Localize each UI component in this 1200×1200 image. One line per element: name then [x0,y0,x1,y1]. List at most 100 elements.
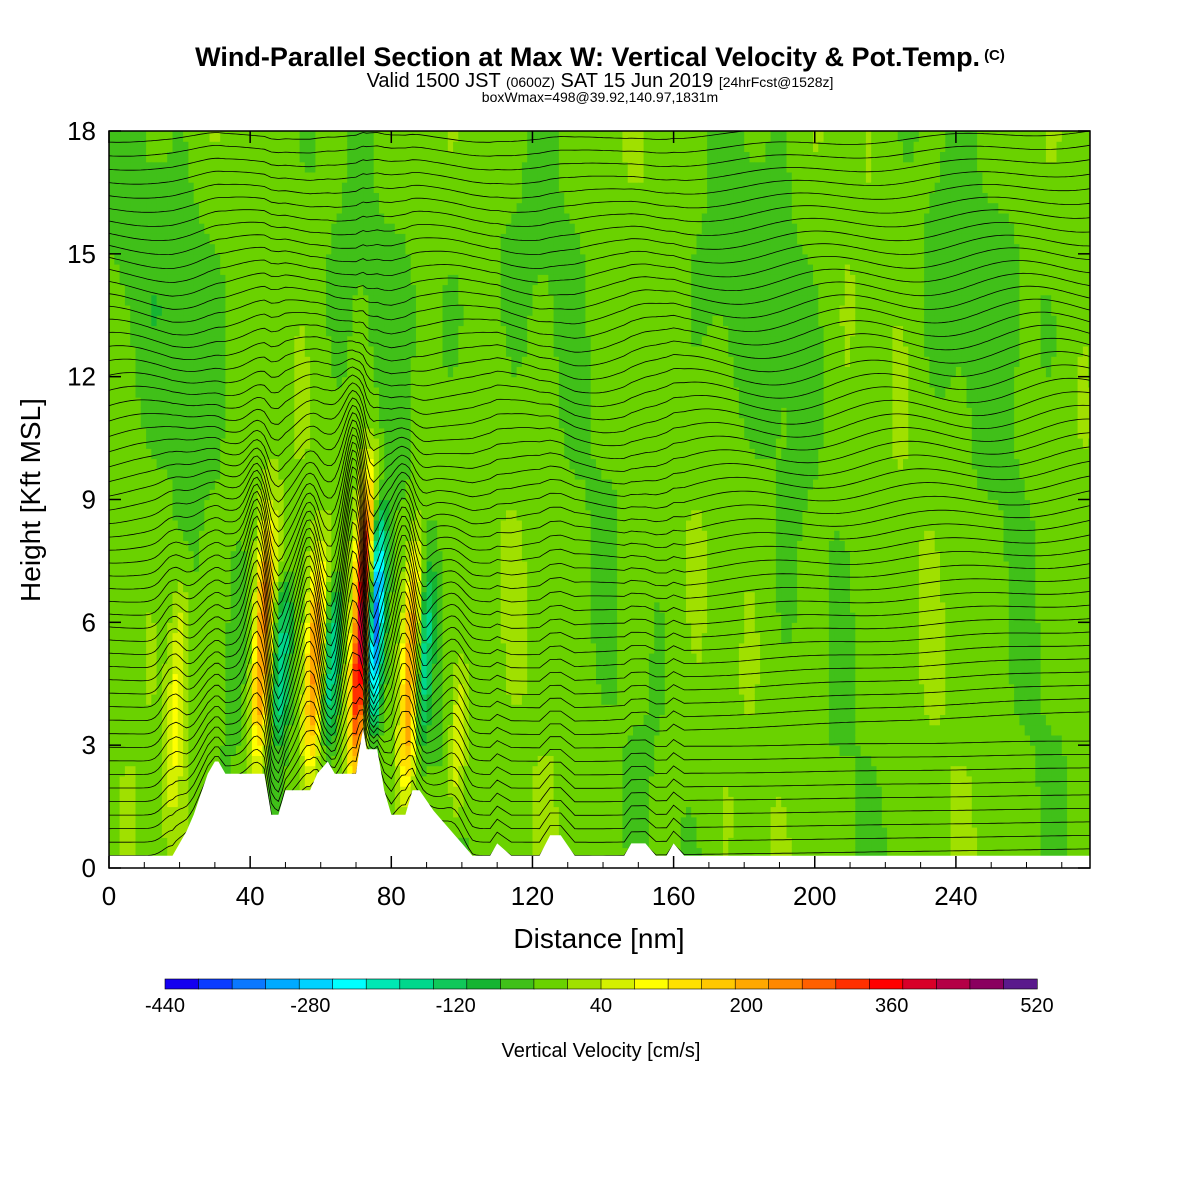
velocity-cell [458,131,465,142]
velocity-cell [442,151,449,163]
velocity-cell [220,540,227,552]
velocity-cell [167,560,174,572]
velocity-cell [241,274,248,286]
velocity-cell [167,837,174,849]
velocity-cell [410,356,417,367]
velocity-cell [447,335,454,347]
velocity-cell [341,264,348,275]
velocity-cell [114,294,121,306]
velocity-cell [135,141,142,152]
velocity-cell [140,212,147,224]
velocity-cell [379,397,385,408]
velocity-cell [363,274,369,286]
velocity-cell [405,274,412,286]
velocity-cell [246,407,253,419]
velocity-cell [135,366,142,378]
velocity-cell [130,151,137,163]
velocity-cell [225,202,232,214]
velocity-cell [262,335,269,347]
velocity-cell [140,581,147,593]
velocity-cell [426,571,433,582]
velocity-cell [463,253,470,265]
velocity-cell [214,325,221,337]
velocity-cell [236,734,242,746]
velocity-cell [130,786,137,797]
velocity-cell [209,499,216,511]
velocity-cell [426,683,433,695]
velocity-cell [204,765,211,777]
velocity-cell [151,448,158,460]
velocity-cell [167,386,174,398]
velocity-cell [241,182,248,193]
velocity-cell [315,284,322,296]
velocity-cell [320,171,327,183]
velocity-cell [241,622,248,634]
velocity-cell [304,673,311,685]
velocity-cell [400,171,406,183]
velocity-cell [294,264,301,275]
velocity-cell [124,786,131,797]
velocity-cell [315,601,322,613]
velocity-cell [220,182,227,193]
velocity-cell [124,386,131,398]
velocity-cell [209,427,216,439]
velocity-cell [204,734,211,746]
velocity-cell [257,694,264,705]
velocity-cell [463,550,470,562]
velocity-cell [114,694,121,705]
velocity-cell [453,264,459,275]
velocity-cell [140,673,147,685]
velocity-cell [241,591,248,603]
velocity-cell [177,417,184,429]
velocity-cell [220,325,227,337]
velocity-cell [214,683,221,695]
velocity-cell [262,448,269,460]
velocity-cell [230,253,237,265]
velocity-cell [109,315,115,327]
velocity-cell [468,397,475,408]
velocity-cell [310,622,316,634]
velocity-cell [214,458,221,470]
velocity-cell [124,653,131,664]
velocity-cell [124,847,131,859]
velocity-cell [183,806,189,818]
velocity-cell [119,550,126,562]
velocity-cell [416,233,422,245]
velocity-cell [410,509,417,521]
velocity-cell [310,294,316,306]
velocity-cell [151,673,158,685]
velocity-cell [241,151,248,163]
velocity-cell [135,171,142,183]
velocity-cell [310,346,316,357]
velocity-cell [177,489,184,501]
velocity-cell [220,294,227,306]
velocity-cell [177,509,184,521]
velocity-cell [294,704,301,715]
velocity-cell [140,346,147,357]
velocity-cell [140,192,147,204]
velocity-cell [278,714,285,726]
velocity-cell [193,407,200,419]
velocity-cell [336,663,343,675]
velocity-cell [230,530,237,541]
velocity-cell [384,601,391,613]
velocity-cell [199,253,205,265]
velocity-cell [352,765,359,777]
velocity-cell [230,540,237,552]
velocity-cell [151,499,158,511]
velocity-cell [442,171,449,183]
velocity-cell [368,151,375,163]
velocity-cell [124,745,131,756]
velocity-cell [442,816,449,828]
velocity-cell [442,212,449,224]
velocity-cell [363,417,369,429]
velocity-cell [352,141,359,152]
velocity-cell [109,745,115,756]
velocity-cell [458,427,465,439]
velocity-cell [331,315,338,327]
velocity-cell [183,683,189,695]
velocity-cell [315,427,322,439]
velocity-cell [373,417,380,429]
velocity-cell [394,141,401,152]
velocity-cell [130,284,137,296]
